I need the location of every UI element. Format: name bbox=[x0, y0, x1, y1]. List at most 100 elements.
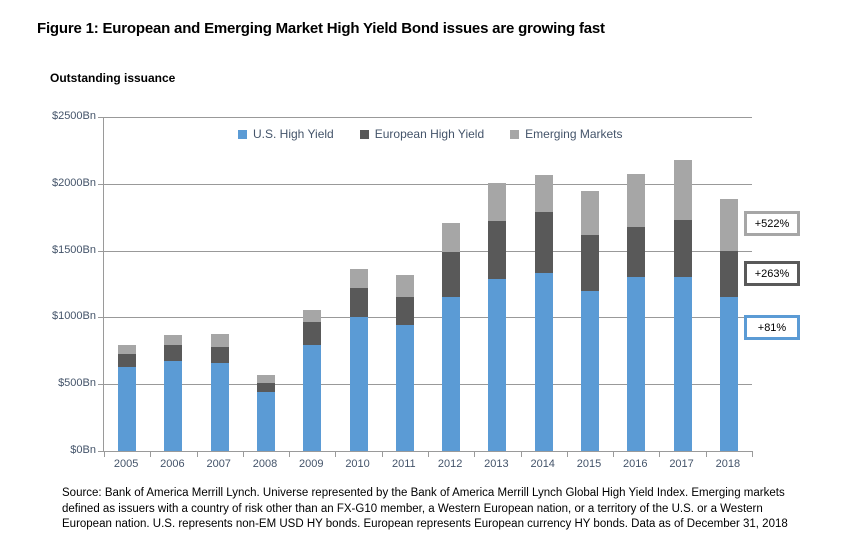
bar-segment-european-high-yield-2014 bbox=[534, 211, 553, 274]
bar-segment-emerging-markets-2013 bbox=[488, 183, 507, 222]
bar-segment-european-high-yield-2016 bbox=[627, 226, 646, 278]
x-axis-label-2015: 2015 bbox=[576, 458, 602, 470]
bar-segment-european-high-yield-2018 bbox=[719, 250, 738, 298]
x-axis-label-2012: 2012 bbox=[437, 458, 463, 470]
y-axis-label-1500: $1500Bn bbox=[51, 244, 96, 256]
legend-item-u-s-high-yield: U.S. High Yield bbox=[238, 127, 334, 141]
stacked-bar-2014 bbox=[534, 175, 553, 451]
stacked-bar-2015 bbox=[581, 191, 599, 451]
bar-segment-emerging-markets-2008 bbox=[257, 374, 275, 383]
figure-title: Figure 1: European and Emerging Market H… bbox=[37, 20, 605, 37]
bar-segment-emerging-markets-2012 bbox=[442, 223, 461, 252]
bar-segment-european-high-yield-2013 bbox=[488, 221, 507, 279]
x-axis-label-2013: 2013 bbox=[484, 458, 509, 470]
stacked-bar-2007 bbox=[210, 334, 229, 451]
bar-segment-emerging-markets-2015 bbox=[581, 191, 599, 235]
bar-segment-european-high-yield-2007 bbox=[210, 346, 229, 363]
x-tick-mark bbox=[659, 451, 660, 457]
legend-swatch-u-s-high-yield bbox=[238, 129, 247, 139]
bar-segment-european-high-yield-2012 bbox=[442, 251, 461, 297]
legend-item-emerging-markets: Emerging Markets bbox=[510, 127, 623, 141]
bar-segment-emerging-markets-2007 bbox=[210, 334, 229, 347]
source-line: defined as issuers with a country of ris… bbox=[62, 502, 763, 515]
x-axis-label-2014: 2014 bbox=[530, 458, 555, 470]
stacked-bar-2005 bbox=[118, 345, 137, 451]
stacked-bar-2006 bbox=[164, 335, 183, 451]
bar-segment-european-high-yield-2005 bbox=[118, 354, 137, 367]
y-axis-label-500: $500Bn bbox=[58, 377, 96, 389]
bar-segment-u-s-high-yield-2015 bbox=[581, 290, 599, 451]
x-axis-label-2016: 2016 bbox=[623, 458, 648, 470]
bar-segment-european-high-yield-2010 bbox=[349, 288, 368, 317]
bar-segment-european-high-yield-2015 bbox=[581, 234, 599, 291]
bar-segment-emerging-markets-2017 bbox=[673, 160, 692, 220]
bar-segment-emerging-markets-2006 bbox=[164, 335, 183, 346]
y-axis-label-2500: $2500Bn bbox=[51, 110, 96, 122]
bar-segment-emerging-markets-2018 bbox=[719, 198, 738, 251]
bar-segment-emerging-markets-2009 bbox=[303, 310, 322, 323]
y-tick-mark bbox=[98, 251, 104, 252]
bar-segment-european-high-yield-2011 bbox=[395, 296, 414, 325]
bar-segment-u-s-high-yield-2011 bbox=[395, 324, 414, 451]
legend-swatch-emerging-markets bbox=[510, 129, 520, 139]
y-tick-mark bbox=[98, 384, 104, 385]
source-line: Source: Bank of America Merrill Lynch. U… bbox=[62, 487, 785, 499]
stacked-bar-2017 bbox=[673, 160, 692, 451]
legend-label-emerging-markets: Emerging Markets bbox=[525, 127, 623, 141]
bar-segment-u-s-high-yield-2010 bbox=[349, 316, 368, 451]
bar-segment-emerging-markets-2014 bbox=[534, 175, 553, 212]
growth-annotation-european-high-yield: +263% bbox=[744, 261, 800, 286]
source-line: European nation. U.S. represents non-EM … bbox=[62, 518, 788, 530]
bar-segment-u-s-high-yield-2005 bbox=[118, 366, 137, 451]
x-tick-mark bbox=[474, 451, 475, 457]
bar-segment-u-s-high-yield-2007 bbox=[210, 362, 229, 451]
stacked-bar-2010 bbox=[349, 269, 368, 451]
x-tick-mark bbox=[150, 451, 151, 457]
x-tick-mark bbox=[428, 451, 429, 457]
x-tick-mark bbox=[752, 451, 753, 457]
stacked-bar-2018 bbox=[719, 198, 738, 451]
gridline-1000 bbox=[104, 317, 752, 318]
bar-segment-european-high-yield-2006 bbox=[164, 345, 183, 361]
source-note: Source: Bank of America Merrill Lynch. U… bbox=[62, 486, 788, 533]
x-axis-label-2006: 2006 bbox=[160, 458, 185, 470]
bar-segment-emerging-markets-2010 bbox=[349, 269, 368, 289]
bar-segment-u-s-high-yield-2017 bbox=[673, 277, 692, 451]
y-tick-mark bbox=[98, 451, 104, 452]
x-tick-mark bbox=[335, 451, 336, 457]
gridline-1500 bbox=[104, 251, 752, 252]
x-axis-label-2008: 2008 bbox=[252, 458, 278, 470]
y-tick-mark bbox=[98, 184, 104, 185]
plot-area: U.S. High Yield European High Yield Emergi… bbox=[98, 117, 753, 457]
gridline-2000 bbox=[104, 184, 752, 185]
x-axis-label-2009: 2009 bbox=[299, 458, 324, 470]
x-tick-mark bbox=[521, 451, 522, 457]
growth-annotation-emerging-markets: +522% bbox=[744, 211, 800, 236]
x-axis-label-2011: 2011 bbox=[392, 458, 416, 470]
y-tick-mark bbox=[98, 117, 104, 118]
legend-swatch-european-high-yield bbox=[359, 129, 369, 139]
x-tick-mark bbox=[197, 451, 198, 457]
bar-segment-u-s-high-yield-2012 bbox=[442, 296, 461, 451]
x-axis-label-2018: 2018 bbox=[715, 458, 741, 470]
x-tick-mark bbox=[289, 451, 290, 457]
x-axis-label-2017: 2017 bbox=[669, 458, 694, 470]
y-axis-label-0: $0Bn bbox=[70, 444, 96, 456]
x-tick-mark bbox=[104, 451, 105, 457]
x-axis-label-2007: 2007 bbox=[206, 458, 231, 470]
stacked-bar-2012 bbox=[442, 223, 461, 451]
legend-label-u-s-high-yield: U.S. High Yield bbox=[253, 127, 334, 141]
bar-segment-u-s-high-yield-2008 bbox=[257, 392, 275, 451]
stacked-bar-2011 bbox=[395, 275, 414, 451]
bar-segment-european-high-yield-2008 bbox=[257, 382, 275, 393]
x-tick-mark bbox=[567, 451, 568, 457]
bar-segment-u-s-high-yield-2006 bbox=[164, 360, 183, 451]
stacked-bar-2013 bbox=[488, 183, 507, 451]
y-tick-mark bbox=[98, 317, 104, 318]
x-axis-label-2005: 2005 bbox=[113, 458, 139, 470]
growth-annotation-u-s-high-yield: +81% bbox=[744, 315, 800, 340]
chart-legend: U.S. High Yield European High Yield Emergi… bbox=[238, 127, 623, 141]
stacked-bar-2008 bbox=[257, 374, 275, 451]
x-tick-mark bbox=[243, 451, 244, 457]
bar-segment-european-high-yield-2009 bbox=[303, 322, 322, 346]
